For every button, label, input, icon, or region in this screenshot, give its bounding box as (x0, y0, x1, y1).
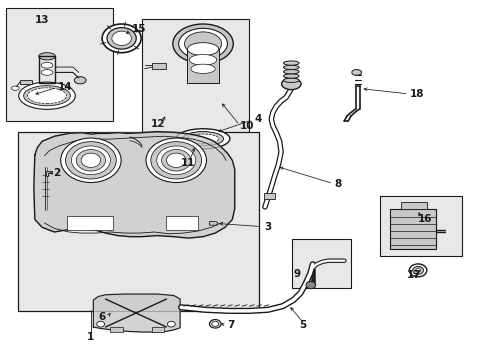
Ellipse shape (97, 321, 104, 327)
Ellipse shape (39, 53, 55, 60)
Ellipse shape (187, 134, 218, 143)
Ellipse shape (189, 54, 216, 65)
Ellipse shape (281, 78, 301, 90)
Ellipse shape (81, 153, 101, 167)
Text: 8: 8 (334, 179, 341, 189)
Ellipse shape (107, 28, 136, 49)
Bar (166, 216, 198, 230)
Polygon shape (209, 222, 218, 225)
Polygon shape (20, 80, 32, 84)
Ellipse shape (102, 24, 141, 53)
Ellipse shape (283, 61, 299, 65)
Text: 11: 11 (181, 158, 195, 168)
Text: 18: 18 (409, 89, 424, 99)
Bar (264, 193, 274, 199)
Text: 14: 14 (58, 82, 73, 93)
Ellipse shape (176, 129, 229, 149)
Ellipse shape (23, 86, 70, 106)
Ellipse shape (166, 153, 185, 167)
Ellipse shape (184, 32, 221, 55)
Ellipse shape (19, 82, 75, 109)
Bar (292, 239, 350, 288)
Text: 3: 3 (264, 222, 271, 231)
Text: 2: 2 (53, 168, 61, 178)
Ellipse shape (76, 149, 105, 171)
Bar (186, 49, 219, 83)
Text: 12: 12 (151, 120, 165, 129)
Text: 5: 5 (299, 320, 306, 330)
Ellipse shape (408, 264, 426, 277)
Ellipse shape (209, 319, 221, 328)
Text: 7: 7 (227, 320, 234, 329)
Bar (110, 327, 122, 332)
Ellipse shape (305, 282, 315, 289)
Polygon shape (34, 132, 234, 238)
Ellipse shape (283, 74, 299, 78)
Ellipse shape (187, 42, 218, 55)
Bar (66, 216, 113, 230)
Bar (152, 327, 163, 332)
Ellipse shape (167, 321, 175, 327)
Polygon shape (93, 294, 180, 332)
Ellipse shape (74, 77, 86, 84)
Text: 9: 9 (293, 269, 300, 279)
Ellipse shape (211, 321, 218, 326)
Ellipse shape (161, 149, 190, 171)
Text: 17: 17 (406, 270, 421, 280)
Bar (142, 19, 249, 153)
Text: 15: 15 (131, 24, 145, 35)
Ellipse shape (415, 269, 420, 272)
Text: 10: 10 (239, 121, 254, 131)
Ellipse shape (151, 141, 201, 179)
Text: 4: 4 (254, 114, 261, 124)
Bar (379, 196, 461, 256)
Polygon shape (152, 63, 166, 69)
Ellipse shape (112, 31, 131, 45)
Ellipse shape (146, 138, 206, 183)
Ellipse shape (71, 146, 110, 175)
Ellipse shape (157, 146, 195, 175)
Text: 16: 16 (417, 215, 431, 224)
Bar (400, 202, 427, 210)
Text: 6: 6 (98, 312, 105, 322)
Ellipse shape (412, 266, 423, 274)
Ellipse shape (283, 65, 299, 69)
Text: 1: 1 (87, 332, 94, 342)
Ellipse shape (27, 88, 66, 104)
Ellipse shape (41, 62, 53, 68)
Ellipse shape (178, 28, 227, 59)
Polygon shape (46, 171, 52, 176)
Ellipse shape (41, 69, 53, 75)
Bar (18, 132, 259, 311)
Ellipse shape (283, 69, 299, 74)
Bar (389, 210, 435, 249)
Ellipse shape (283, 78, 299, 82)
Text: 13: 13 (35, 15, 49, 26)
Ellipse shape (172, 24, 233, 63)
Ellipse shape (182, 132, 223, 146)
Ellipse shape (190, 64, 215, 73)
Bar (5, 8, 113, 121)
Ellipse shape (61, 138, 121, 183)
Ellipse shape (65, 141, 116, 179)
Ellipse shape (11, 86, 19, 90)
Ellipse shape (351, 69, 361, 75)
